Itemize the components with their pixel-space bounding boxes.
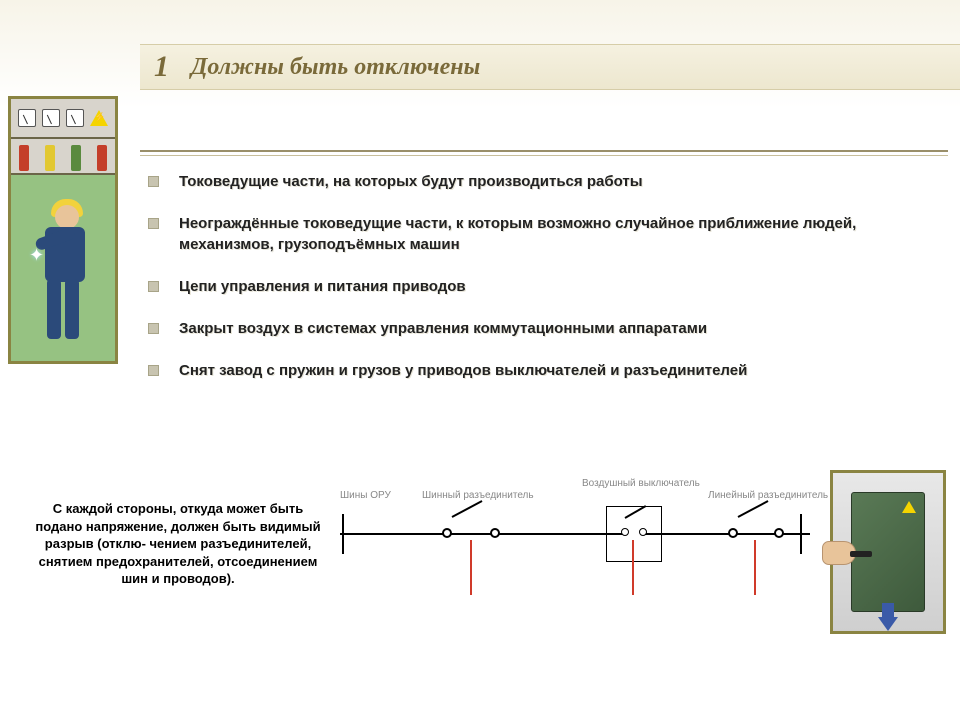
- title-text: Должны быть отключены: [191, 54, 480, 81]
- switch-yellow-icon: [45, 145, 55, 171]
- circuit-switch-open: [452, 500, 483, 518]
- meter-icon: [18, 109, 36, 127]
- circuit-node: [442, 528, 452, 538]
- title-number: 1: [154, 50, 169, 84]
- switch-red-icon: [19, 145, 29, 171]
- circuit-node: [728, 528, 738, 538]
- bullet-text: Неограждённые токоведущие части, к котор…: [179, 214, 920, 255]
- warning-triangle-icon: [902, 501, 916, 513]
- bullet-square-icon: [148, 365, 159, 376]
- circuit-red-line: [632, 540, 634, 595]
- bullet-text: Токоведущие части, на которых будут прои…: [179, 172, 643, 192]
- bullet-list: Токоведущие части, на которых будут прои…: [148, 172, 920, 404]
- worker-area: ✦: [11, 175, 115, 361]
- circuit-terminal: [800, 514, 802, 554]
- circuit-breaker-box: [606, 506, 662, 562]
- circuit-diagram: Шины ОРУ Шинный разъединитель Воздушный …: [330, 478, 820, 628]
- bullet-square-icon: [148, 323, 159, 334]
- worker-figure: ✦: [25, 205, 95, 355]
- list-item: Закрыт воздух в системах управления комм…: [148, 319, 920, 339]
- switch-green-icon: [71, 145, 81, 171]
- circuit-red-line: [470, 540, 472, 595]
- circuit-label-bus-disconnector: Шинный разъединитель: [422, 490, 534, 501]
- arrow-down-icon: [882, 603, 894, 617]
- circuit-red-line: [754, 540, 756, 595]
- circuit-node: [774, 528, 784, 538]
- lever-icon: [850, 551, 872, 557]
- bullet-text: Закрыт воздух в системах управления комм…: [179, 319, 707, 339]
- footer-note: С каждой стороны, откуда может быть пода…: [32, 500, 324, 588]
- circuit-main-line: [340, 533, 810, 535]
- spark-icon: ✦: [29, 245, 44, 266]
- title-bar: 1 Должны быть отключены: [140, 44, 960, 90]
- horizontal-rule: [140, 150, 948, 156]
- list-item: Неограждённые токоведущие части, к котор…: [148, 214, 920, 255]
- slide: 1 Должны быть отключены ✦: [0, 0, 960, 720]
- warning-triangle-icon: [90, 110, 108, 126]
- circuit-node: [490, 528, 500, 538]
- meter-row: [11, 99, 115, 139]
- list-item: Токоведущие части, на которых будут прои…: [148, 172, 920, 192]
- illustration-switch-panel: [830, 470, 946, 634]
- meter-icon: [66, 109, 84, 127]
- list-item: Снят завод с пружин и грузов у приводов …: [148, 361, 920, 381]
- switch-red-icon: [97, 145, 107, 171]
- bullet-text: Цепи управления и питания приводов: [179, 277, 466, 297]
- list-item: Цепи управления и питания приводов: [148, 277, 920, 297]
- bullet-square-icon: [148, 218, 159, 229]
- illustration-electrician: ✦: [8, 96, 118, 364]
- circuit-terminal: [342, 514, 344, 554]
- bullet-square-icon: [148, 281, 159, 292]
- circuit-label-line-disconnector: Линейный разъединитель: [708, 490, 828, 501]
- arrow-down-icon: [878, 617, 898, 631]
- hand-on-lever: [822, 541, 862, 569]
- meter-icon: [42, 109, 60, 127]
- switch-row: [11, 139, 115, 175]
- green-panel: [851, 492, 925, 612]
- bullet-text: Снят завод с пружин и грузов у приводов …: [179, 361, 747, 381]
- circuit-switch-open: [738, 500, 769, 518]
- bullet-square-icon: [148, 176, 159, 187]
- circuit-label-air-breaker: Воздушный выключатель: [582, 478, 700, 489]
- circuit-label-bus: Шины ОРУ: [340, 490, 391, 501]
